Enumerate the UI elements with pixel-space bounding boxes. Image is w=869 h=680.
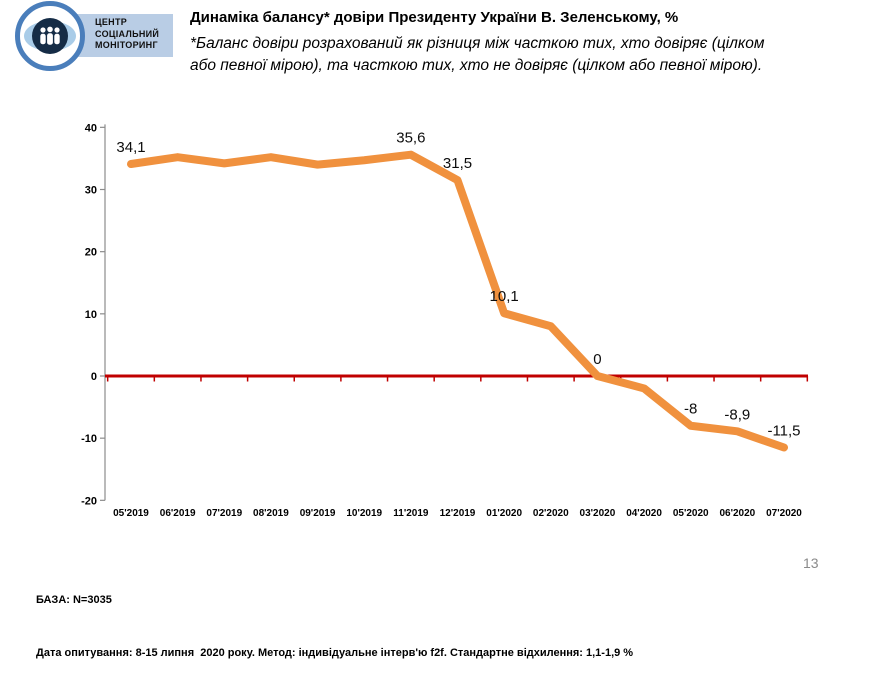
survey-details: Дата опитування: 8-15 липня 2020 року. М… (36, 647, 634, 660)
y-tick-label: 20 (85, 247, 97, 259)
data-point-label: 35,6 (396, 130, 425, 147)
x-tick-label: 03'2020 (580, 508, 616, 519)
chart-footnote: *Баланс довіри розрахований як різниця м… (190, 33, 858, 77)
org-logo: ЦЕНТР СОЦІАЛЬНИЙ МОНІТОРИНГ (0, 0, 185, 85)
x-tick-label: 07'2019 (206, 508, 242, 519)
x-tick-label: 08'2019 (253, 508, 289, 519)
y-tick-label: -20 (81, 495, 97, 507)
data-point-label: 31,5 (443, 155, 472, 172)
y-tick-label: 30 (85, 184, 97, 196)
y-tick-label: 40 (85, 122, 97, 134)
trust-balance-line-chart: 40 30 20 10 0 -10 -20 34,1 35,6 31,5 10,1 0 -8 -8,9 -1… (81, 122, 809, 519)
footnote-line1: *Баланс довіри розрахований як різниця м… (190, 34, 765, 52)
x-tick-label: 10'2019 (346, 508, 382, 519)
x-tick-label: 09'2019 (300, 508, 336, 519)
data-point-label: -11,5 (767, 422, 800, 439)
x-tick-label: 12'2019 (440, 508, 476, 519)
y-tick-label: 0 (91, 371, 97, 383)
logo-text-line2: СОЦІАЛЬНИЙ (95, 28, 160, 39)
trust-balance-series (127, 150, 789, 452)
x-tick-label: 07'2020 (766, 508, 802, 519)
logo-people-icon (32, 18, 68, 54)
logo-ring (15, 1, 85, 71)
data-point-label: -8,9 (724, 406, 750, 423)
title-block: Динаміка балансу* довіри Президенту Укра… (190, 8, 858, 77)
logo-text-line3: МОНІТОРИНГ (95, 40, 158, 51)
data-point-label: 34,1 (116, 139, 145, 156)
data-point-label: 10,1 (490, 288, 519, 305)
logo-text: ЦЕНТР СОЦІАЛЬНИЙ МОНІТОРИНГ (95, 17, 159, 52)
data-point-label: -8 (684, 401, 697, 418)
logo-text-line1: ЦЕНТР (95, 17, 128, 27)
footnote-line2: або певної мірою), та часткою тих, хто н… (190, 56, 763, 74)
x-tick-label: 06'2019 (160, 508, 196, 519)
y-tick-label: -10 (81, 433, 97, 445)
x-tick-label: 04'2020 (626, 508, 662, 519)
x-tick-label: 05'2020 (673, 508, 709, 519)
x-tick-label: 02'2020 (533, 508, 569, 519)
footer: БАЗА: N=3035 Дата опитування: 8-15 липня… (36, 556, 736, 680)
page-title: Динаміка балансу* довіри Президенту Укра… (190, 9, 679, 26)
x-tick-label: 11'2019 (393, 508, 429, 519)
x-tick-label: 06'2020 (719, 508, 755, 519)
page-number: 13 (803, 555, 819, 571)
x-tick-label: 05'2019 (113, 508, 149, 519)
data-point-label: 0 (593, 351, 601, 368)
y-tick-label: 10 (85, 309, 97, 321)
x-tick-label: 01'2020 (486, 508, 522, 519)
